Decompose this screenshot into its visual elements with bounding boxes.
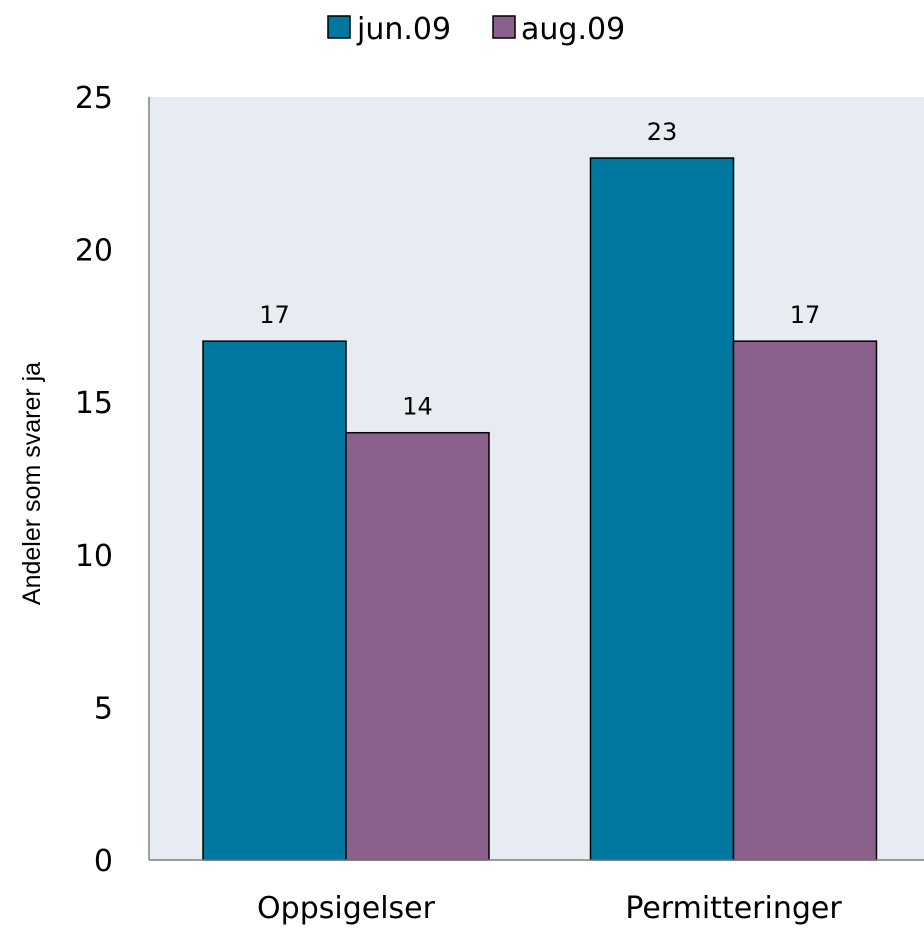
y-tick-label: 0 xyxy=(94,844,113,879)
data-label: 17 xyxy=(790,301,821,329)
bars-group xyxy=(202,157,878,861)
x-category-label: Oppsigelser xyxy=(257,891,436,926)
y-axis-title: Andeler som svarer ja xyxy=(18,362,46,605)
y-tick-label: 15 xyxy=(75,386,113,421)
y-tick-label: 5 xyxy=(94,691,113,726)
y-tick-label: 10 xyxy=(75,539,113,574)
bar xyxy=(732,340,878,861)
legend: jun.09 aug.09 xyxy=(327,12,625,47)
y-tick-label: 20 xyxy=(75,234,113,269)
data-labels-group: 17 14 23 17 xyxy=(259,118,820,421)
y-tick-labels: 0 5 10 15 20 25 xyxy=(75,81,113,879)
x-category-labels: Oppsigelser Permitteringer xyxy=(257,891,842,926)
legend-label: aug.09 xyxy=(521,12,625,47)
bar xyxy=(345,431,490,861)
data-label: 23 xyxy=(647,118,678,146)
y-tick-label: 25 xyxy=(75,81,113,116)
legend-label: jun.09 xyxy=(356,12,451,47)
legend-swatch xyxy=(327,15,351,39)
x-category-label: Permitteringer xyxy=(625,891,842,926)
data-label: 17 xyxy=(259,301,290,329)
legend-swatch xyxy=(492,15,516,39)
data-label: 14 xyxy=(402,393,433,421)
bar xyxy=(202,340,347,861)
bar xyxy=(589,157,735,861)
